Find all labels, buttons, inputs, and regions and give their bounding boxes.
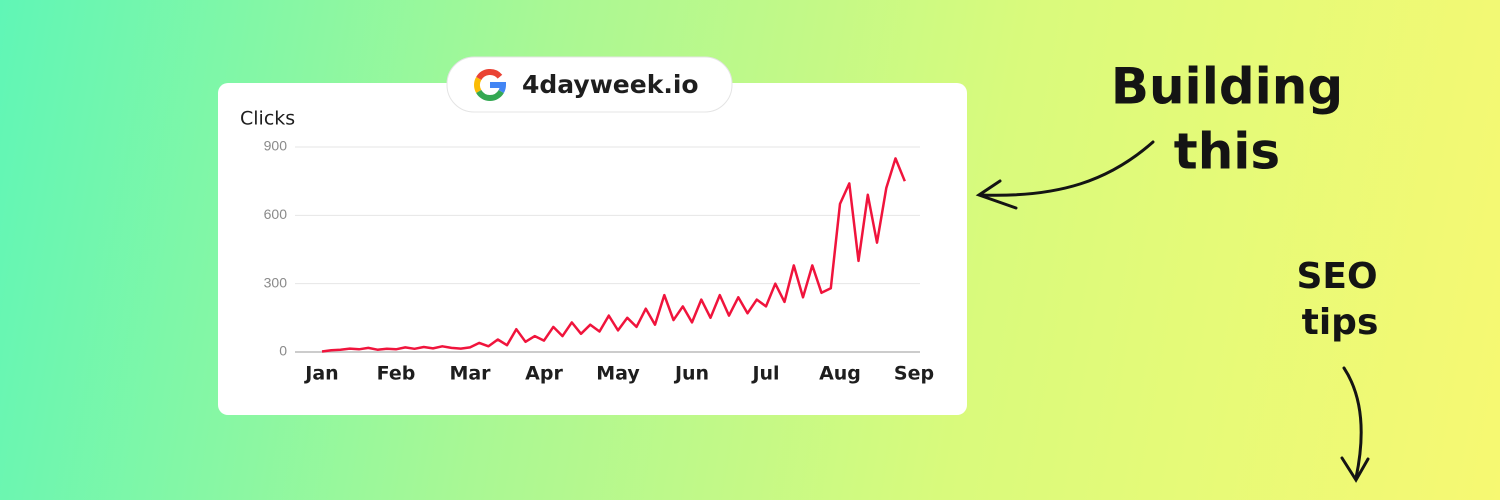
badge-text: 4dayweek.io xyxy=(522,70,699,99)
arrow xyxy=(1340,366,1370,483)
line xyxy=(321,157,906,353)
x-tick-label: Jul xyxy=(750,363,779,385)
y-tick-label: 300 xyxy=(264,274,288,290)
side-note: tips xyxy=(1302,302,1379,343)
x-tick-label: Feb xyxy=(377,363,416,385)
chart-card xyxy=(218,83,967,415)
x-tick-label: Jan xyxy=(303,363,338,385)
x-tick-label: Apr xyxy=(525,363,563,385)
y-tick-label: 600 xyxy=(264,206,288,222)
badge xyxy=(446,56,733,113)
headline: Building xyxy=(1111,58,1343,116)
y-tick-label: 900 xyxy=(264,138,288,154)
y-tick-label: 0 xyxy=(279,343,287,359)
side-note: SEO xyxy=(1296,256,1377,297)
x-tick-label: Mar xyxy=(449,363,491,385)
x-tick-label: Sep xyxy=(894,363,934,385)
headline: this xyxy=(1174,123,1280,181)
x-tick-label: Aug xyxy=(819,363,861,385)
google-logo xyxy=(474,69,507,101)
y-axis-label: Clicks xyxy=(240,108,295,130)
x-tick-label: Jun xyxy=(673,363,709,385)
arrow xyxy=(975,140,1155,210)
x-tick-label: May xyxy=(596,363,640,385)
